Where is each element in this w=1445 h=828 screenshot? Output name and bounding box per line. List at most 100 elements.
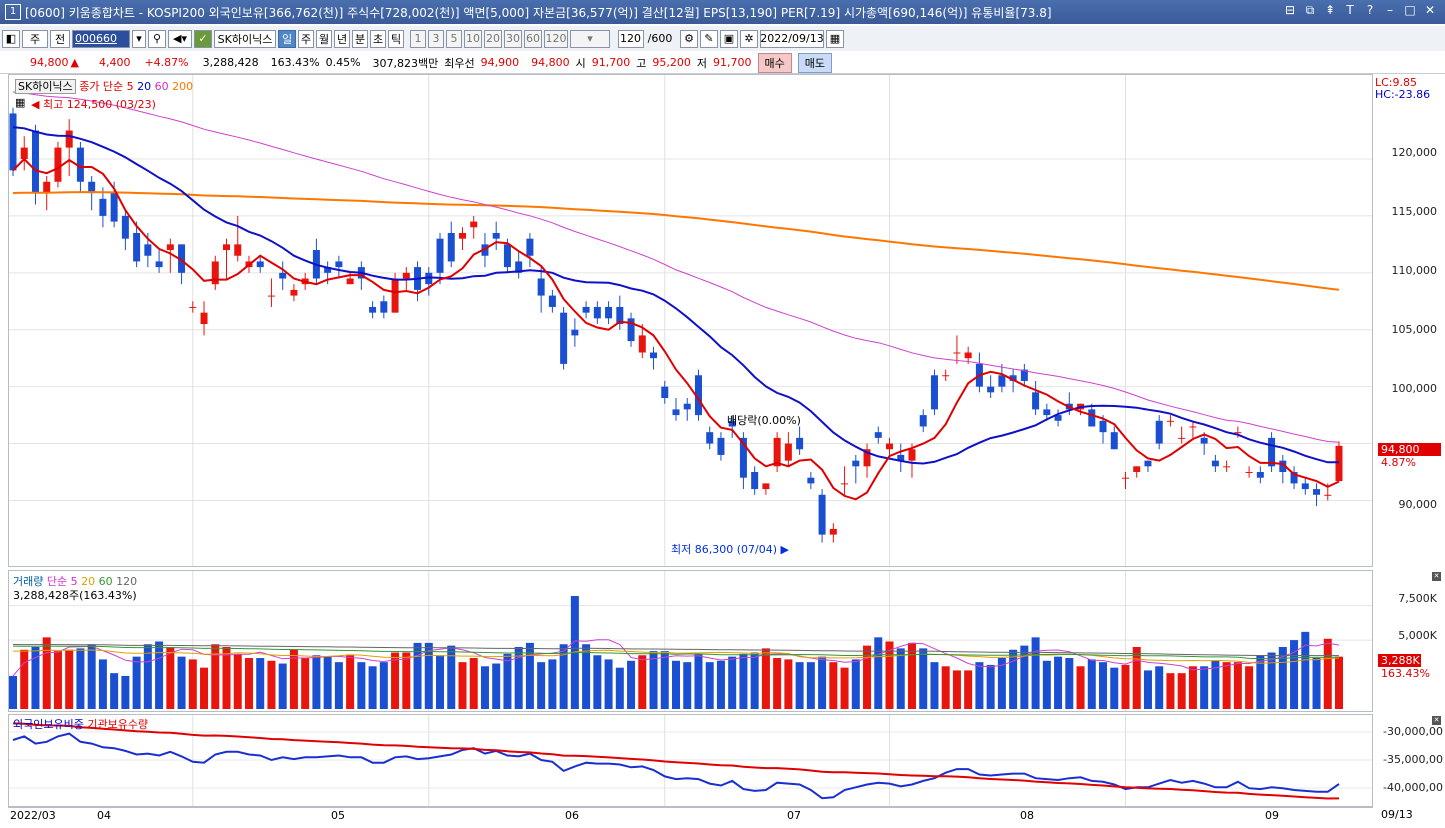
legend-vma120: 120 <box>116 575 138 588</box>
vma20-line <box>13 649 1340 664</box>
candle-body <box>796 437 804 450</box>
layout-icon[interactable]: ◧ <box>2 29 20 48</box>
candle-body <box>784 443 792 461</box>
help-icon[interactable]: ? <box>1366 3 1374 17</box>
close-panel-icon[interactable]: ✕ <box>1432 572 1441 581</box>
price-panel[interactable]: SK하이닉스 종가 단순 5 20 60 200 ▦ ◀ 최고 124,500 … <box>8 74 1373 567</box>
candle-body <box>886 443 894 450</box>
buy-button[interactable]: 매수 <box>757 52 792 73</box>
candle-body <box>1301 483 1309 490</box>
period-main-select[interactable]: 주 <box>22 29 48 48</box>
flow-panel[interactable]: 외국인보유비중 기관보유수량 <box>8 714 1373 807</box>
close-flow-panel-icon[interactable]: ✕ <box>1432 716 1441 725</box>
calendar-icon[interactable]: ▦ <box>826 29 844 48</box>
interval-10-button[interactable]: 10 <box>464 29 482 48</box>
restore-layout-icon[interactable]: ⧉ <box>1305 3 1315 17</box>
search-icon[interactable]: ⚲ <box>148 29 166 48</box>
candle-body <box>144 244 152 256</box>
period-day-button[interactable]: 일 <box>278 29 296 48</box>
close-icon[interactable]: ✕ <box>1424 3 1436 17</box>
candle-body <box>166 244 174 251</box>
candle-body <box>852 460 860 467</box>
font-icon[interactable]: T <box>1346 3 1354 17</box>
volume-bar <box>233 653 242 709</box>
candle-body <box>1054 415 1062 421</box>
volume-value-label: 3,288,428주(163.43%) <box>13 589 137 602</box>
chevron-down-icon[interactable]: ▾ <box>132 29 146 48</box>
favorite-icon[interactable]: ✓ <box>194 29 212 48</box>
candle-body <box>133 232 141 262</box>
interval-5-button[interactable]: 5 <box>446 29 462 48</box>
volume-bar <box>1233 662 1242 709</box>
indicator-icon[interactable]: ⚙ <box>680 29 698 48</box>
price-y-axis: LC:9.85 HC:-23.86 120,000 115,000 110,00… <box>1373 74 1445 567</box>
price-legend: SK하이닉스 종가 단순 5 20 60 200 <box>15 78 193 94</box>
candle-body <box>1234 432 1242 434</box>
volume-bar <box>110 673 119 709</box>
volume-bar <box>379 662 388 709</box>
period-minute-button[interactable]: 분 <box>352 29 368 48</box>
interval-30-button[interactable]: 30 <box>504 29 522 48</box>
candle-body <box>1099 420 1107 433</box>
float-icon[interactable]: ⇞ <box>1324 3 1336 17</box>
volume-bar <box>851 659 860 709</box>
drawing-tool-icon[interactable]: ✎ <box>700 29 718 48</box>
interval-60-button[interactable]: 60 <box>524 29 542 48</box>
code-input[interactable]: 000660 <box>72 29 130 48</box>
period-month-button[interactable]: 월 <box>316 29 332 48</box>
save-icon[interactable]: ▣ <box>720 29 738 48</box>
candle-body <box>762 483 770 490</box>
candle-body <box>234 244 242 256</box>
candle-body <box>1166 420 1174 422</box>
volume-bar <box>200 667 209 709</box>
count-input[interactable]: 120 <box>618 29 644 48</box>
volume-bar <box>289 649 298 709</box>
maximize-icon[interactable]: □ <box>1404 3 1416 17</box>
volume-bar <box>368 666 377 709</box>
volume-bar <box>222 647 231 709</box>
prev-button[interactable]: 전 <box>50 29 70 48</box>
period-week-button[interactable]: 주 <box>298 29 314 48</box>
interval-3-button[interactable]: 3 <box>428 29 444 48</box>
candle-body <box>88 181 96 194</box>
volume-bar <box>705 662 714 709</box>
interval-120-button[interactable]: 120 <box>544 29 568 48</box>
candle-body <box>897 454 905 461</box>
interval-custom-select[interactable]: ▾ <box>570 29 610 48</box>
settings-icon[interactable]: ✲ <box>740 29 758 48</box>
volume-bar <box>1132 647 1141 709</box>
volume-bar <box>986 664 995 709</box>
sell-button[interactable]: 매도 <box>797 52 833 73</box>
pin-icon[interactable]: ⊟ <box>1284 3 1296 17</box>
grid-icon[interactable]: ▦ <box>15 96 26 109</box>
date-input[interactable]: 2022/09/13 <box>760 29 824 48</box>
candle-body <box>346 278 354 285</box>
period-second-button[interactable]: 초 <box>370 29 386 48</box>
volume-bar <box>244 658 253 709</box>
high-label: 고 <box>636 56 647 70</box>
candle-body <box>1245 472 1253 474</box>
period-year-button[interactable]: 년 <box>334 29 350 48</box>
volume-bar <box>1267 652 1276 709</box>
volume-bar <box>863 645 872 709</box>
candle-body <box>1088 409 1096 427</box>
best-bid: 94,800 <box>531 56 570 69</box>
interval-1-button[interactable]: 1 <box>410 29 426 48</box>
minimize-icon[interactable]: – <box>1387 3 1393 17</box>
volume-panel[interactable]: 거래량 단순 5 20 60 120 3,288,428주(163.43%) <box>8 570 1373 712</box>
speaker-icon[interactable]: ◀▾ <box>168 29 192 48</box>
ytick-120000: 120,000 <box>1391 146 1438 159</box>
candle-body <box>930 375 938 410</box>
candle-body <box>1144 460 1152 467</box>
candle-body <box>1200 437 1208 444</box>
legend-vma5: 5 <box>70 575 78 588</box>
legend-stock-name[interactable]: SK하이닉스 <box>15 79 76 94</box>
candle-body <box>908 449 916 461</box>
interval-20-button[interactable]: 20 <box>484 29 502 48</box>
volume-bar <box>436 655 445 709</box>
candle-body <box>492 232 500 239</box>
volume-bar <box>638 655 647 709</box>
period-tick-button[interactable]: 틱 <box>388 29 404 48</box>
candle-body <box>728 420 736 427</box>
ytick-110000: 110,000 <box>1391 264 1438 277</box>
